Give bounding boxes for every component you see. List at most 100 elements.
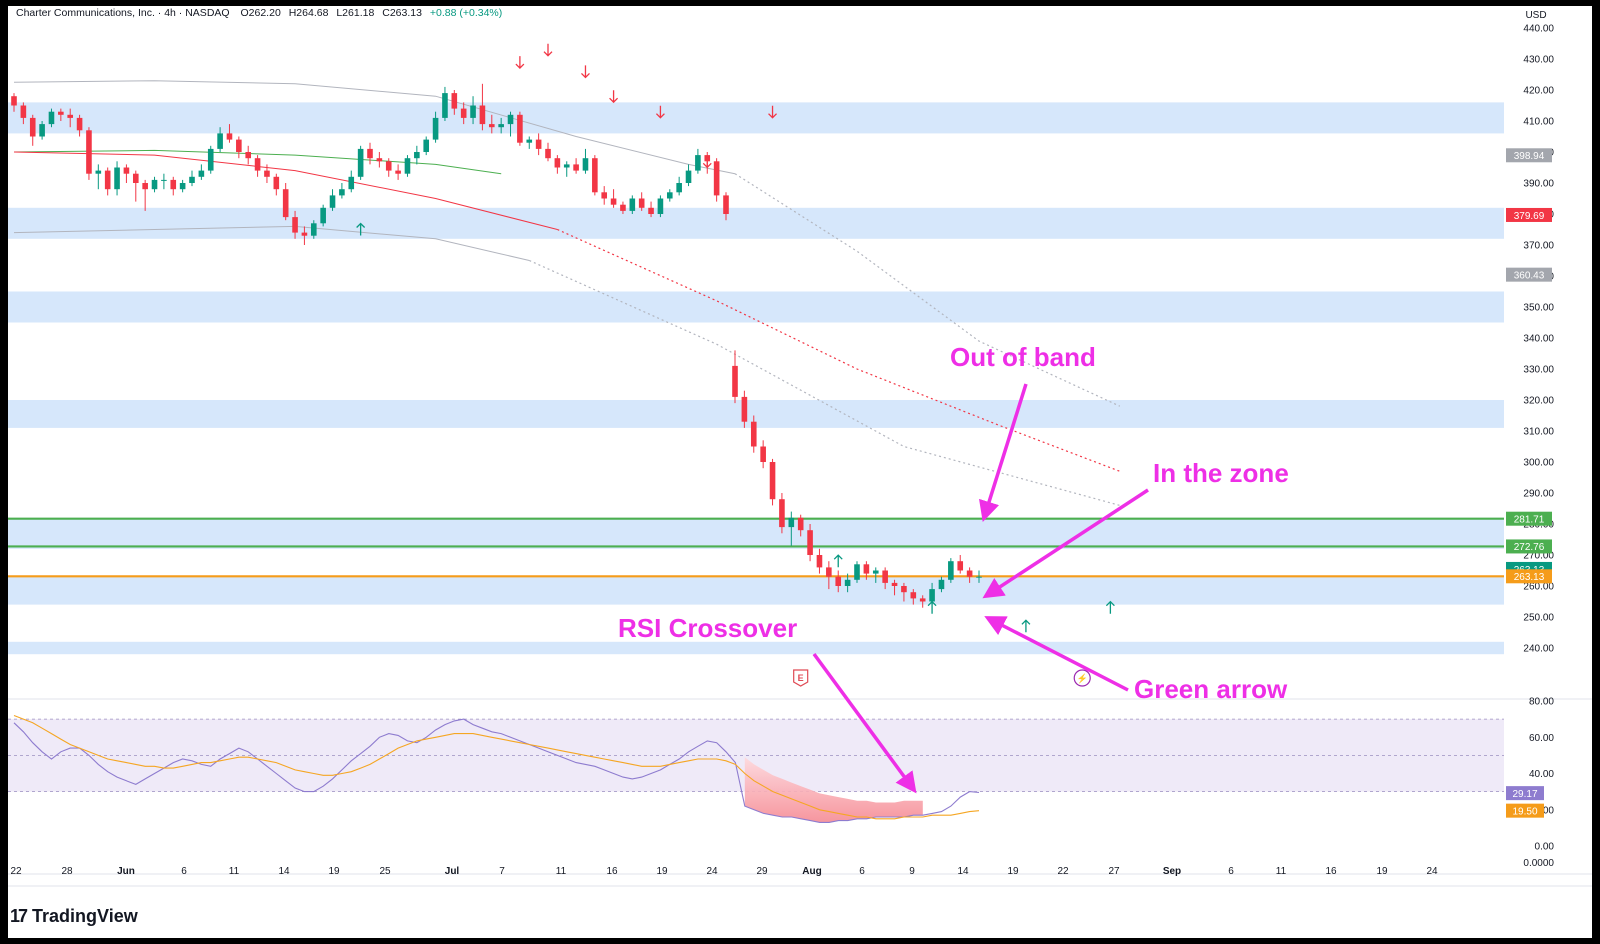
price-label-bg-2 [1506, 267, 1552, 282]
signal-arrow-down-icon-11 [768, 105, 777, 119]
high-value: H264.68 [288, 7, 329, 19]
candle-body-64 [610, 198, 617, 205]
time-tick-12: 19 [656, 866, 668, 877]
candle-body-88 [835, 576, 842, 586]
candle-body-60 [573, 164, 579, 171]
candle-body-97 [919, 598, 926, 602]
candle-body-57 [545, 148, 551, 159]
time-tick-26: 19 [1376, 866, 1388, 877]
open-value: O262.20 [240, 7, 281, 19]
candle-body-13 [132, 173, 139, 183]
candle-body-35 [339, 189, 345, 196]
candle-body-77 [732, 365, 738, 397]
candles [11, 83, 982, 608]
time-tick-0: 22 [10, 866, 22, 877]
tradingview-brand[interactable]: 17 TradingView [10, 905, 138, 927]
time-tick-10: 11 [556, 866, 567, 877]
moving-average-projection-2 [557, 228, 1121, 472]
price-chart-svg[interactable]: E⚡440.00430.00420.00410.00400.00390.0038… [8, 6, 1592, 938]
rsi-label-0: 29.17 [1512, 789, 1537, 800]
price-tick-5: 390.00 [1523, 179, 1554, 190]
candle-body-22 [217, 133, 223, 149]
candle-body-25 [245, 152, 252, 159]
candle-body-96 [910, 592, 917, 599]
candle-body-93 [882, 570, 888, 583]
price-label-bg-3 [1506, 511, 1552, 526]
time-tick-15: Aug [802, 866, 821, 877]
candle-body-66 [629, 198, 636, 211]
candle-body-75 [713, 161, 720, 196]
rsi-line [13, 718, 980, 823]
rsi-label-bg-0 [1506, 786, 1544, 801]
candle-body-59 [563, 164, 570, 168]
price-tick-14: 300.00 [1523, 458, 1554, 469]
candle-body-85 [807, 530, 813, 555]
time-tick-5: 14 [278, 866, 290, 877]
candle-body-5 [58, 111, 64, 115]
earnings-marker-label: E [798, 673, 804, 683]
candle-body-0 [11, 96, 17, 106]
time-tick-8: Jul [445, 866, 460, 877]
candle-body-82 [779, 499, 785, 528]
candle-body-2 [29, 117, 36, 137]
candle-body-46 [442, 93, 448, 118]
earnings-marker-icon [793, 669, 809, 687]
candle-body-17 [170, 179, 177, 190]
close-value: C263.13 [382, 7, 422, 19]
price-tick-15: 290.00 [1523, 489, 1554, 500]
rsi-label-bg-1 [1506, 803, 1544, 818]
brand-name: TradingView [32, 905, 138, 926]
time-tick-11: 16 [606, 866, 618, 877]
candle-body-21 [207, 148, 214, 171]
time-tick-22: Sep [1163, 866, 1181, 877]
candle-body-95 [901, 586, 907, 593]
moving-average-2 [13, 151, 558, 230]
symbol-title[interactable]: Charter Communications, Inc. · 4h · NASD… [16, 7, 230, 19]
candle-body-3 [39, 124, 45, 137]
candle-body-39 [376, 158, 383, 162]
signal-arrow-down-icon-10 [702, 155, 712, 169]
price-tick-20: 240.00 [1523, 644, 1554, 655]
price-label-4: 272.76 [1514, 542, 1545, 553]
zone-band-4 [8, 517, 1504, 549]
price-tick-0: 440.00 [1523, 24, 1554, 35]
candle-body-69 [657, 198, 664, 214]
time-tick-20: 22 [1057, 866, 1069, 877]
candle-body-98 [929, 589, 935, 602]
candle-body-14 [142, 183, 148, 190]
time-tick-7: 25 [379, 866, 391, 877]
price-label-0: 398.94 [1514, 151, 1545, 162]
rsi-ma-line [13, 714, 980, 820]
annotation-text-3: Green arrow [1134, 674, 1288, 704]
candle-body-80 [760, 446, 766, 462]
candle-body-54 [517, 114, 523, 143]
price-tick-19: 250.00 [1523, 613, 1554, 624]
candle-body-102 [966, 570, 973, 577]
dividend-marker-icon [1073, 669, 1091, 687]
price-label-bg-0 [1506, 148, 1552, 163]
candle-body-67 [638, 198, 645, 208]
candle-body-33 [320, 207, 326, 224]
candle-body-65 [620, 204, 626, 211]
candle-body-10 [104, 170, 111, 190]
time-tick-17: 9 [909, 866, 915, 877]
price-tick-17: 270.00 [1523, 551, 1554, 562]
signal-arrow-up-icon-1 [927, 600, 937, 614]
price-label-1: 379.69 [1514, 211, 1545, 222]
time-tick-3: 6 [181, 866, 187, 877]
candle-body-73 [695, 155, 701, 171]
candle-body-30 [292, 217, 298, 233]
candle-body-40 [385, 161, 392, 171]
rsi-tick-4: 0.00 [1535, 842, 1555, 853]
candle-body-47 [451, 93, 458, 109]
signal-arrow-down-icon-7 [581, 65, 590, 79]
price-tick-3: 410.00 [1523, 117, 1554, 128]
signal-arrow-down-icon-9 [655, 105, 665, 119]
price-label-bg-4 [1506, 539, 1552, 554]
price-tick-12: 320.00 [1523, 396, 1554, 407]
price-label-2: 360.43 [1514, 270, 1545, 281]
candle-body-31 [301, 232, 308, 236]
candle-body-79 [750, 421, 757, 447]
candle-body-26 [254, 158, 261, 171]
rsi-oversold-fill [744, 757, 923, 823]
